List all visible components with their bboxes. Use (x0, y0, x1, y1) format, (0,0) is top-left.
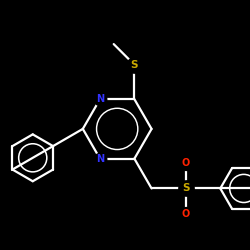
Text: N: N (96, 94, 104, 104)
Text: S: S (130, 60, 138, 70)
Text: N: N (96, 154, 104, 164)
Text: S: S (182, 184, 190, 194)
Text: O: O (182, 209, 190, 219)
Text: O: O (182, 158, 190, 168)
